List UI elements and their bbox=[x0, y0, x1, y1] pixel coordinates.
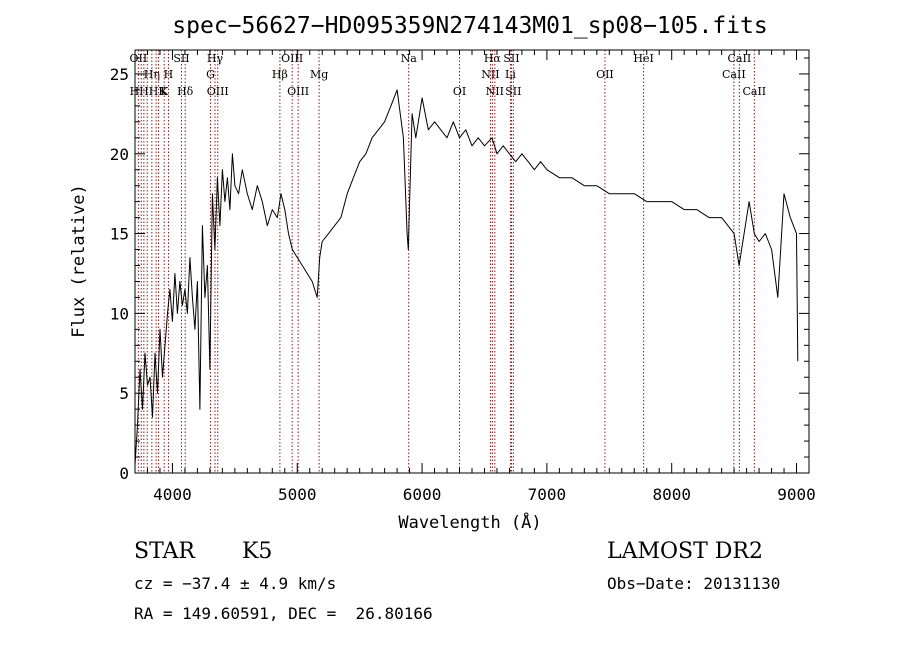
marker-label: Hδ bbox=[177, 85, 194, 98]
object-subclass: K5 bbox=[242, 539, 273, 564]
x-axis-label: Wavelength (Å) bbox=[398, 511, 541, 533]
y-tick-label: 10 bbox=[110, 304, 129, 323]
marker-label: HeI bbox=[633, 52, 653, 65]
redshift-info: cz = −37.4 ± 4.9 km/s bbox=[134, 574, 337, 593]
marker-label: NII bbox=[481, 68, 499, 81]
marker-label: OI bbox=[453, 85, 466, 98]
marker-label: Li bbox=[505, 68, 516, 81]
y-tick-label: 15 bbox=[110, 225, 129, 244]
marker-label: OIII bbox=[287, 85, 309, 98]
marker-label: CaII bbox=[728, 52, 752, 65]
y-tick-label: 25 bbox=[110, 65, 129, 84]
series-layer bbox=[134, 89, 799, 466]
x-tick-label: 4000 bbox=[153, 485, 192, 504]
chart-title: spec−56627−HD095359N274143M01_sp08−105.f… bbox=[172, 13, 767, 39]
marker-label: SII bbox=[503, 52, 519, 65]
x-tick-label: 6000 bbox=[403, 485, 442, 504]
marker-label: OIII bbox=[207, 85, 229, 98]
marker-label: Na bbox=[401, 52, 418, 65]
marker-label: CaII bbox=[722, 68, 746, 81]
spectral-line-markers: OIIHηKHSIIHδGHγOIIIHβOIIIOIIIMgNaOINIIHα… bbox=[130, 50, 766, 473]
x-tick-label: 5000 bbox=[278, 485, 317, 504]
y-tick-label: 5 bbox=[119, 384, 129, 403]
marker-label: NII bbox=[486, 85, 504, 98]
marker-label: K bbox=[160, 85, 169, 98]
y-tick-label: 0 bbox=[119, 464, 129, 483]
axes-layer: 4000 5000 6000 7000 8000 9000 0 5 10 15 20 25 bbox=[110, 50, 816, 504]
x-tick-label: 7000 bbox=[528, 485, 567, 504]
marker-label: Hη bbox=[144, 68, 160, 81]
spectrum-line-0 bbox=[134, 89, 799, 466]
y-tick-label: 20 bbox=[110, 145, 129, 164]
marker-cluster-label: HHHK bbox=[130, 85, 168, 98]
x-tick-label: 8000 bbox=[652, 485, 691, 504]
marker-label: G bbox=[206, 68, 215, 81]
marker-label: SII bbox=[173, 52, 189, 65]
marker-label: OII bbox=[130, 52, 148, 65]
marker-label: Hβ bbox=[272, 68, 288, 81]
object-class: STAR bbox=[134, 539, 195, 564]
observation-date: Obs−Date: 20131130 bbox=[607, 574, 781, 593]
survey-name: LAMOST DR2 bbox=[607, 539, 763, 564]
marker-label: SII bbox=[505, 85, 521, 98]
x-tick-label: 9000 bbox=[777, 485, 816, 504]
marker-label: Hγ bbox=[207, 52, 224, 65]
plot-frame bbox=[134, 49, 810, 474]
marker-label: Mg bbox=[310, 68, 328, 81]
marker-label: Hα bbox=[484, 52, 502, 65]
y-axis-label: Flux (relative) bbox=[69, 184, 89, 338]
coordinates-info: RA = 149.60591, DEC = 26.80166 bbox=[134, 604, 433, 623]
marker-label: OII bbox=[596, 68, 614, 81]
marker-label: CaII bbox=[742, 85, 766, 98]
marker-label: H bbox=[164, 68, 174, 81]
